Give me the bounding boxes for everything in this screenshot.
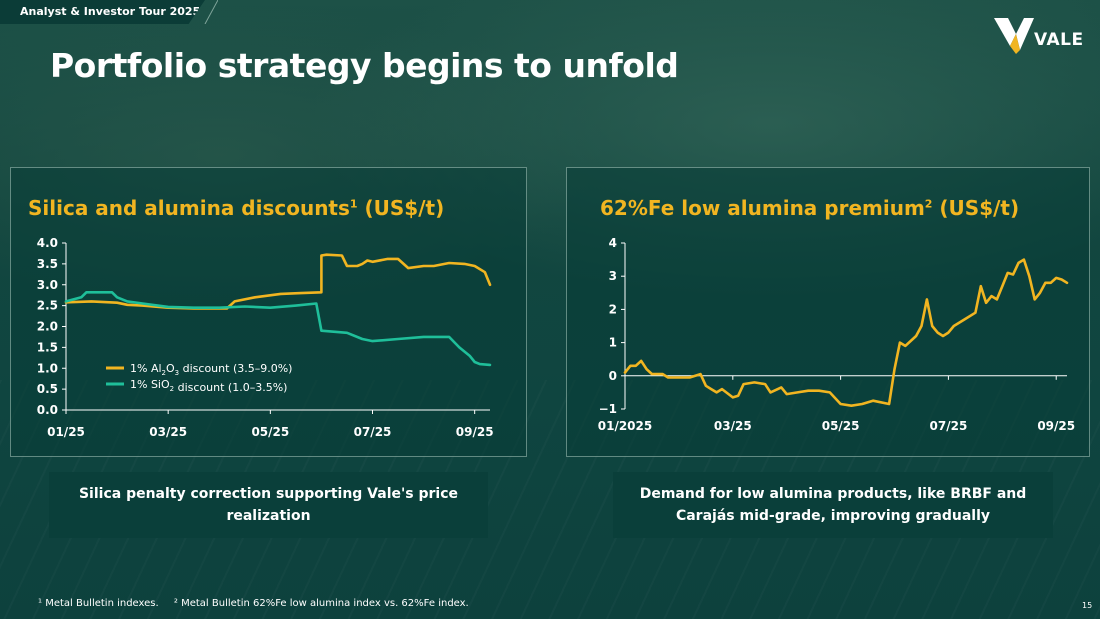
legend-label-part: 2	[170, 385, 174, 393]
y-tick-label: 1.5	[37, 340, 58, 354]
right-chart-panel	[566, 167, 1090, 457]
right-caption: Demand for low alumina products, like BR…	[613, 472, 1053, 538]
y-tick-label: 1	[609, 336, 617, 350]
x-tick-label: 07/25	[354, 425, 392, 439]
footnote-1: ¹ Metal Bulletin indexes.	[38, 598, 159, 609]
y-tick-label: 3.0	[37, 278, 58, 292]
y-tick-label: 0	[609, 369, 617, 383]
x-tick-label: 09/25	[456, 425, 494, 439]
x-tick-label: 05/25	[251, 425, 289, 439]
left-chart-panel	[10, 167, 527, 457]
right-chart-title-text: 62%Fe low alumina premium	[600, 196, 925, 220]
y-tick-label: 0.5	[37, 382, 58, 396]
legend-label-part: 2	[162, 369, 166, 377]
vale-logo-icon	[994, 18, 1034, 54]
footnotes: ¹ Metal Bulletin indexes. ² Metal Bullet…	[38, 598, 481, 609]
legend-label-part: discount (3.5–9.0%)	[179, 362, 292, 375]
x-tick-label: 03/25	[714, 419, 752, 433]
y-tick-label: 4.0	[37, 236, 58, 250]
page-title: Portfolio strategy begins to unfold	[50, 46, 679, 85]
left-chart-title: Silica and alumina discounts1 (US$/t)	[28, 196, 444, 220]
x-tick-label: 05/25	[822, 419, 860, 433]
y-tick-label: 3	[609, 269, 617, 283]
legend-label-part: O	[166, 362, 175, 375]
x-tick-label: 03/25	[149, 425, 187, 439]
y-tick-label: 1.0	[37, 361, 58, 375]
left-chart-title-unit: (US$/t)	[357, 196, 445, 220]
left-caption: Silica penalty correction supporting Val…	[49, 472, 488, 538]
series-line-2	[64, 290, 492, 367]
tour-label: Analyst & Investor Tour 2025	[0, 0, 205, 24]
x-tick-label: 01/25	[47, 425, 85, 439]
left-chart-title-footnote: 1	[349, 197, 358, 211]
x-tick-label: 01/2025	[598, 419, 652, 433]
right-chart-title-footnote: 2	[924, 197, 933, 211]
legend-label-part: 3	[175, 369, 179, 377]
y-tick-label: 3.5	[37, 257, 58, 271]
y-tick-label: 0.0	[37, 403, 58, 417]
x-tick-label: 09/25	[1037, 419, 1075, 433]
legend-label-2: 1% SiO2 discount (1.0–3.5%)	[130, 378, 287, 394]
y-tick-label: −1	[599, 402, 617, 416]
legend-label-part: 1% SiO	[130, 378, 170, 391]
left-chart-title-text: Silica and alumina discounts	[28, 196, 350, 220]
logo-text: VALE	[1034, 30, 1084, 50]
page-number: 15	[1082, 601, 1093, 610]
y-tick-label: 2.0	[37, 320, 58, 334]
series-line-1	[623, 258, 1069, 408]
y-tick-label: 4	[609, 236, 617, 250]
right-chart-title: 62%Fe low alumina premium2 (US$/t)	[600, 196, 1019, 220]
y-tick-label: 2	[609, 302, 617, 316]
x-tick-label: 07/25	[930, 419, 968, 433]
legend-label-part: discount (1.0–3.5%)	[174, 381, 287, 394]
y-tick-label: 2.5	[37, 299, 58, 313]
footnote-2: ² Metal Bulletin 62%Fe low alumina index…	[173, 598, 469, 609]
legend-label-1: 1% Al2O3 discount (3.5–9.0%)	[130, 362, 292, 377]
tour-label-edge	[204, 0, 218, 24]
right-chart-title-unit: (US$/t)	[932, 196, 1020, 220]
legend-label-part: 1% Al	[130, 362, 162, 375]
